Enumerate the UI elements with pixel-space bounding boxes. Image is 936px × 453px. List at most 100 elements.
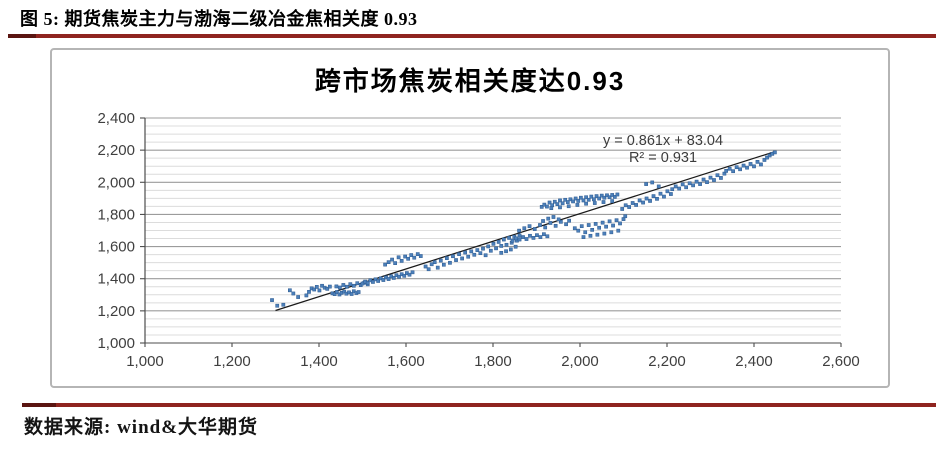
x-tick-label: 1,200 <box>213 353 251 370</box>
data-point <box>752 164 756 169</box>
data-point <box>338 285 342 290</box>
data-point <box>348 282 353 287</box>
data-point <box>755 160 760 164</box>
data-point <box>541 219 545 223</box>
data-point <box>590 228 595 232</box>
data-point <box>734 165 739 170</box>
data-point <box>588 233 593 238</box>
data-point <box>291 291 296 296</box>
data-point <box>510 238 515 243</box>
data-point <box>507 236 511 240</box>
data-point <box>605 193 609 198</box>
data-point <box>403 254 407 259</box>
data-point <box>466 254 471 259</box>
data-point <box>567 218 571 223</box>
data-point <box>499 244 504 248</box>
data-point <box>630 201 635 205</box>
data-point <box>494 246 498 251</box>
data-point <box>429 262 434 267</box>
data-point <box>551 215 556 219</box>
data-point <box>407 272 412 277</box>
data-point <box>708 175 713 180</box>
data-point <box>312 287 317 292</box>
figure-caption: 图 5: 期货焦炭主力与渤海二级冶金焦相关度 0.93 <box>20 9 418 29</box>
data-point <box>393 261 397 265</box>
data-point <box>539 205 544 209</box>
data-point <box>445 256 449 260</box>
data-point <box>698 182 702 186</box>
chart-container: 跨市场焦炭相关度达0.93 1,000 1,200 1,400 1,600 1,800 2… <box>50 48 890 388</box>
data-point <box>616 228 621 233</box>
data-point <box>558 198 562 203</box>
trendline-annotation: y = 0.861x + 83.04 R² = 0.931 <box>568 133 758 167</box>
data-point <box>342 289 347 294</box>
data-point <box>614 218 619 223</box>
data-point <box>599 193 604 198</box>
data-point <box>741 163 746 168</box>
data-point <box>365 280 370 285</box>
bottom-divider-accent <box>22 403 56 407</box>
data-point <box>351 283 356 288</box>
y-tick-label: 1,800 <box>97 206 135 223</box>
x-tick-label: 1,000 <box>126 353 164 370</box>
data-point <box>432 260 437 265</box>
data-point <box>412 255 417 260</box>
data-point <box>600 220 605 225</box>
x-tick-label: 2,200 <box>648 353 686 370</box>
data-point <box>581 235 586 239</box>
data-point <box>334 290 339 294</box>
data-point <box>568 197 573 202</box>
data-point <box>670 187 675 192</box>
data-point <box>349 292 354 296</box>
data-point <box>532 227 537 231</box>
data-point <box>592 197 596 202</box>
data-point <box>435 265 440 270</box>
data-point <box>705 180 709 184</box>
data-point <box>677 186 682 191</box>
data-point <box>556 217 561 222</box>
data-point <box>650 180 655 185</box>
data-point <box>637 198 642 203</box>
data-point <box>409 253 414 257</box>
data-point <box>759 162 763 167</box>
data-point <box>558 205 562 210</box>
data-point <box>719 176 723 180</box>
data-point <box>623 203 628 208</box>
data-point <box>531 236 536 240</box>
x-tick-labels: 1,000 1,200 1,400 1,600 1,800 2,000 2,200 2,400… <box>126 353 860 370</box>
data-point <box>463 250 468 255</box>
data-point <box>543 225 548 230</box>
data-point <box>528 233 532 238</box>
data-point <box>296 295 300 299</box>
data-point <box>553 223 558 228</box>
data-point <box>665 189 670 194</box>
x-tick-label: 1,400 <box>300 353 338 370</box>
data-point <box>691 183 695 188</box>
data-point <box>418 254 423 258</box>
data-point <box>341 283 346 287</box>
data-point <box>586 223 591 227</box>
data-point <box>673 184 678 189</box>
data-point <box>486 244 491 249</box>
x-tick-label: 1,800 <box>474 353 512 370</box>
data-point <box>565 200 570 204</box>
data-point <box>549 206 554 211</box>
data-point <box>522 226 527 231</box>
bottom-divider <box>22 403 936 407</box>
data-point <box>524 237 529 241</box>
data-point <box>542 232 546 237</box>
data-point <box>386 277 391 281</box>
chart-title: 跨市场焦炭相关度达0.93 <box>314 66 626 96</box>
data-point <box>545 234 550 239</box>
data-point <box>275 303 280 308</box>
data-point <box>559 219 563 224</box>
data-point <box>680 182 685 187</box>
data-point <box>334 284 339 289</box>
data-point <box>488 248 493 253</box>
data-point <box>460 256 464 261</box>
data-point <box>564 222 568 227</box>
data-point <box>390 257 394 262</box>
data-point <box>607 219 612 224</box>
data-point <box>355 281 360 286</box>
data-point <box>538 235 543 239</box>
